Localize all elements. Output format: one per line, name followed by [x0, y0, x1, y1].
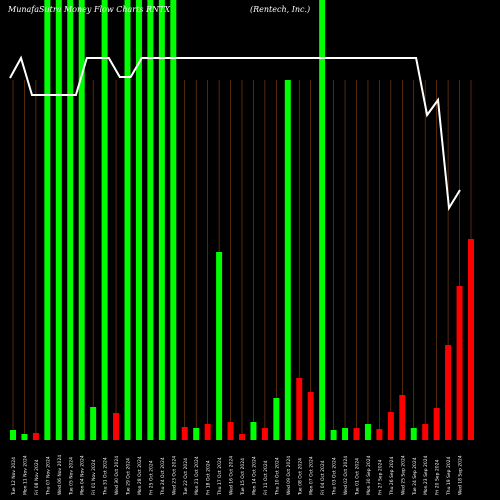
bar	[364, 424, 371, 440]
x-tick-label: Thu 17 Oct 2024	[217, 457, 223, 496]
x-tick-label: Wed 02 Oct 2024	[343, 456, 349, 495]
bar	[67, 0, 74, 440]
bar	[433, 408, 440, 440]
bar	[261, 428, 268, 440]
bar	[296, 378, 303, 440]
x-tick-label: Wed 30 Oct 2024	[114, 456, 120, 495]
bar	[101, 0, 108, 440]
x-tick-label: Mon 28 Oct 2024	[137, 456, 143, 495]
bar	[10, 430, 16, 440]
x-tick-label: Mon 07 Oct 2024	[309, 456, 315, 495]
bar	[445, 345, 452, 440]
bar	[204, 424, 211, 440]
bar	[90, 407, 97, 440]
x-tick-label: Mon 21 Oct 2024	[194, 456, 200, 495]
x-tick-label: Tue 12 Nov 2024	[11, 457, 17, 496]
bar	[273, 398, 280, 440]
bar	[44, 0, 51, 440]
price-line	[9, 55, 461, 212]
x-tick-label: Fri 08 Nov 2024	[34, 459, 40, 495]
bar	[55, 0, 62, 440]
chart-subtitle: (Rentech, Inc.)	[250, 5, 310, 14]
bar	[353, 428, 360, 440]
bar	[170, 0, 177, 440]
x-tick-label: Tue 24 Sep 2024	[412, 457, 418, 496]
x-tick-label: Fri 20 Sep 2024	[435, 460, 441, 495]
bar	[158, 0, 165, 440]
x-tick-label: Wed 06 Nov 2024	[57, 455, 63, 495]
x-tick-label: Mon 23 Sep 2024	[423, 455, 429, 495]
bar	[124, 0, 131, 440]
bar	[307, 392, 314, 440]
bar	[216, 252, 223, 440]
bar	[181, 427, 188, 440]
bar	[32, 433, 39, 440]
x-tick-label: Thu 03 Oct 2024	[332, 457, 338, 496]
bar	[399, 395, 406, 440]
bar	[78, 0, 85, 440]
bar	[113, 413, 120, 440]
x-tick-label: Wed 18 Sep 2024	[458, 455, 464, 495]
bar	[284, 80, 291, 440]
bar	[227, 422, 234, 440]
x-tick-label: Wed 23 Oct 2024	[171, 456, 177, 495]
x-tick-label: Tue 29 Oct 2024	[126, 458, 132, 496]
bar	[21, 434, 28, 440]
bar	[319, 0, 326, 440]
x-tick-label: Thu 10 Oct 2024	[274, 457, 280, 496]
x-tick-label: Tue 05 Nov 2024	[68, 457, 74, 496]
bar	[250, 422, 257, 440]
x-tick-label: Fri 27 Sep 2024	[377, 460, 383, 495]
x-tick-label: Fri 25 Oct 2024	[148, 460, 154, 495]
x-tick-label: Mon 04 Nov 2024	[80, 455, 86, 495]
x-tick-label: Wed 09 Oct 2024	[286, 456, 292, 495]
bar	[468, 239, 474, 440]
bar	[135, 0, 142, 440]
x-tick-label: Tue 08 Oct 2024	[297, 458, 303, 496]
x-tick-label: Fri 04 Oct 2024	[320, 460, 326, 495]
bar	[387, 412, 394, 440]
x-axis-tick-labels: Tue 12 Nov 2024 Mon 11 Nov 2024 Fri 08 Nov…	[11, 455, 464, 496]
x-tick-label: Tue 22 Oct 2024	[183, 458, 189, 496]
x-tick-label: Wed 25 Sep 2024	[400, 455, 406, 495]
x-tick-label: Fri 01 Nov 2024	[91, 459, 97, 495]
x-tick-label: Thu 19 Sep 2024	[446, 456, 452, 496]
chart-title: MunafaSutra Money Flow Charts RNTX	[7, 5, 170, 14]
x-tick-label: Thu 31 Oct 2024	[103, 457, 109, 496]
bar	[193, 428, 200, 440]
bar	[147, 0, 154, 440]
x-tick-label: Mon 11 Nov 2024	[22, 455, 28, 495]
bar	[422, 424, 429, 440]
x-tick-label: Tue 01 Oct 2024	[355, 458, 361, 496]
bar	[410, 428, 417, 440]
bar	[376, 429, 383, 440]
x-tick-label: Thu 07 Nov 2024	[45, 456, 51, 496]
x-tick-label: Thu 24 Oct 2024	[160, 457, 166, 496]
bar-series	[10, 0, 474, 440]
bar	[239, 434, 245, 440]
x-tick-label: Thu 26 Sep 2024	[389, 456, 395, 496]
bar	[342, 428, 349, 440]
x-tick-label: Fri 11 Oct 2024	[263, 460, 269, 495]
x-tick-label: Mon 30 Sep 2024	[366, 455, 372, 495]
x-tick-label: Wed 16 Oct 2024	[229, 456, 235, 495]
x-tick-label: Mon 14 Oct 2024	[251, 456, 257, 495]
bar	[456, 286, 463, 440]
x-tick-label: Tue 15 Oct 2024	[240, 458, 246, 496]
bar	[330, 430, 337, 440]
x-tick-label: Fri 18 Oct 2024	[206, 460, 212, 495]
